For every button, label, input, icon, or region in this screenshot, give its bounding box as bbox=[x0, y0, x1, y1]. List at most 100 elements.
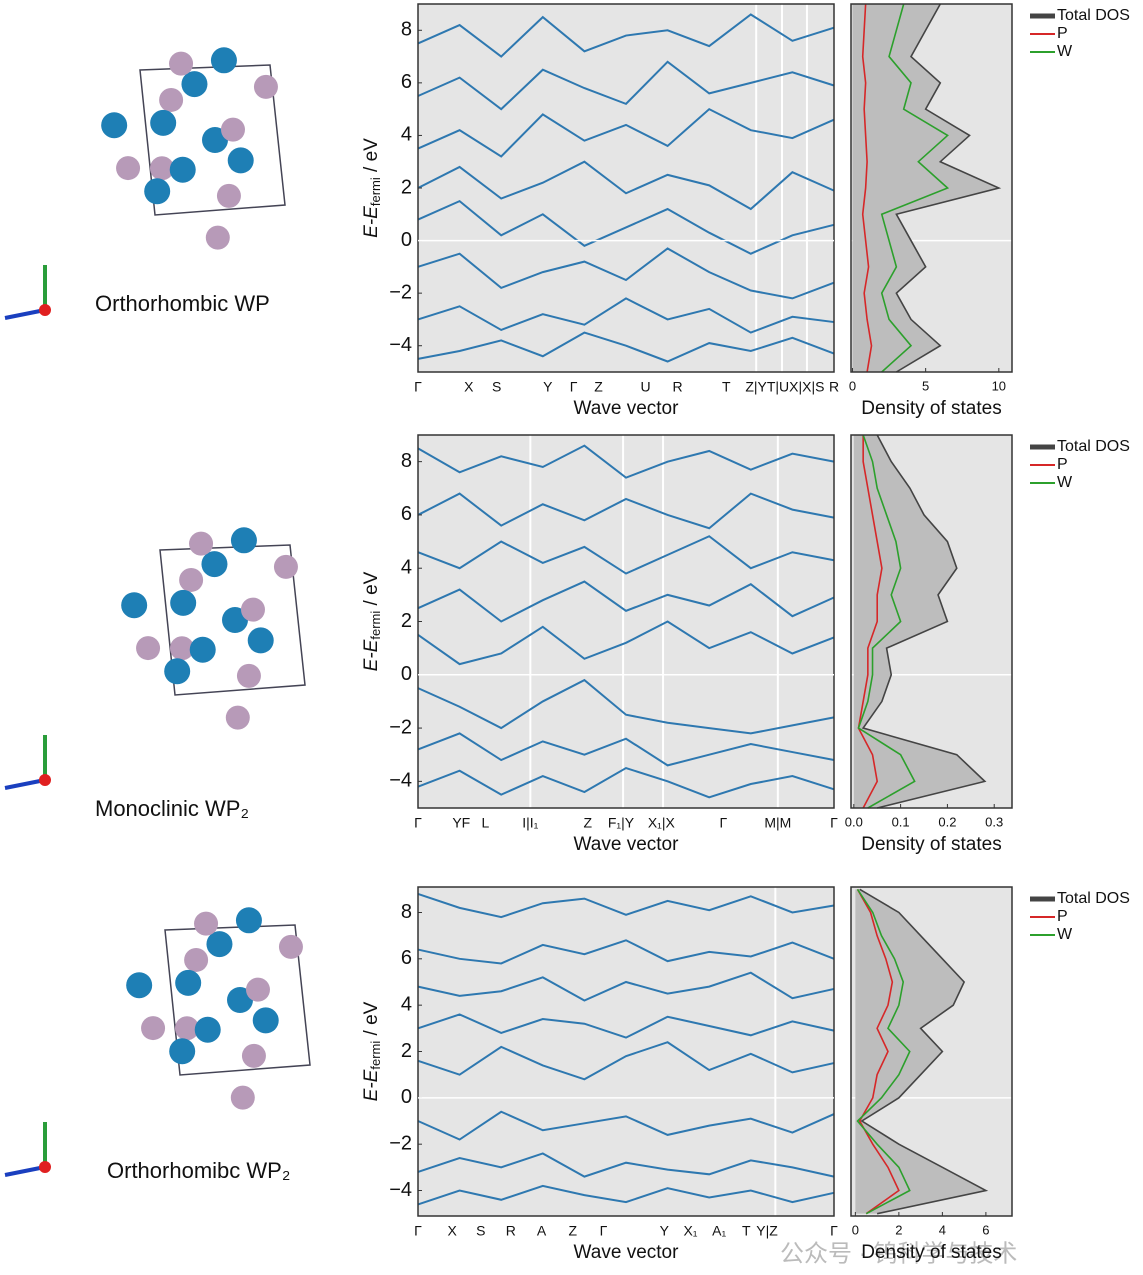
atom bbox=[253, 74, 278, 99]
band bbox=[417, 107, 835, 158]
atom bbox=[222, 607, 248, 633]
k-point-label: R bbox=[673, 379, 683, 395]
atom bbox=[136, 636, 161, 661]
k-point-label: Y bbox=[660, 1223, 670, 1239]
plot-area bbox=[418, 435, 834, 808]
k-point-label: YF bbox=[452, 815, 470, 831]
k-point-label: Y bbox=[543, 379, 553, 395]
atom bbox=[149, 156, 174, 181]
y-tick-label: −2 bbox=[389, 1132, 412, 1154]
k-point-label: R bbox=[829, 379, 839, 395]
y-tick-label: 8 bbox=[401, 901, 412, 923]
band bbox=[417, 732, 835, 767]
band bbox=[417, 939, 835, 965]
atom bbox=[241, 1043, 266, 1068]
y-axis-label-unit: / eV bbox=[361, 138, 382, 177]
legend-label: P bbox=[1057, 908, 1068, 925]
k-point-label: F₁|Y bbox=[608, 815, 635, 831]
y-tick-label: 0 bbox=[401, 1086, 412, 1108]
dos-tick-label: 0.2 bbox=[938, 814, 956, 829]
atom bbox=[252, 1007, 279, 1034]
atom bbox=[144, 178, 171, 205]
k-point-label: Z|YT|UX|X|S bbox=[745, 379, 824, 395]
k-point-label: A bbox=[537, 1223, 547, 1239]
dos-frame bbox=[850, 886, 1013, 1217]
y-tick-label: −4 bbox=[389, 334, 412, 356]
atom bbox=[175, 969, 202, 996]
k-point-label: X bbox=[447, 1223, 457, 1239]
k-point-label: X₁|X bbox=[648, 815, 676, 831]
dos-axis-label: Density of states bbox=[861, 398, 1001, 419]
dos-tick-label: 2 bbox=[895, 1222, 902, 1237]
k-point-label: M|M bbox=[764, 815, 791, 831]
y-tick-label: 2 bbox=[401, 1040, 412, 1062]
band bbox=[417, 620, 835, 666]
band bbox=[417, 893, 835, 919]
k-point-label: Z bbox=[583, 815, 592, 831]
y-tick-label: 2 bbox=[401, 610, 412, 632]
k-point-label: Y|Z bbox=[756, 1223, 778, 1239]
k-point-label: Γ bbox=[600, 1223, 608, 1239]
k-point-label: Γ bbox=[830, 1223, 838, 1239]
axis-arrow bbox=[39, 304, 51, 316]
y-axis-label-main: E-E bbox=[361, 1069, 382, 1101]
k-point-label: L bbox=[481, 815, 489, 831]
axis-arrow bbox=[39, 1161, 51, 1173]
legend-label: P bbox=[1057, 25, 1068, 42]
atom bbox=[240, 597, 265, 622]
k-point-label: R bbox=[506, 1223, 516, 1239]
atom bbox=[116, 156, 141, 181]
dos-line bbox=[856, 888, 911, 1215]
dos-axis-label: Density of states bbox=[861, 834, 1001, 855]
y-axis-label-sub: fermi bbox=[368, 177, 383, 206]
k-point-label: Γ bbox=[570, 379, 578, 395]
x-axis-label: Wave vector bbox=[574, 1242, 680, 1263]
atom bbox=[230, 527, 257, 554]
band bbox=[417, 1184, 835, 1206]
axis-arrow bbox=[4, 1165, 46, 1177]
y-tick-label: −2 bbox=[389, 716, 412, 738]
dos-line bbox=[857, 435, 883, 809]
atom bbox=[227, 987, 253, 1013]
atom bbox=[169, 156, 196, 183]
y-tick-label: 8 bbox=[401, 19, 412, 41]
dos-axis-label: Density of states bbox=[861, 1242, 1001, 1263]
band bbox=[417, 766, 835, 799]
k-point-label: X₁ bbox=[683, 1223, 697, 1239]
x-axis-label: Wave vector bbox=[574, 834, 680, 855]
y-tick-label: 0 bbox=[401, 663, 412, 685]
atom bbox=[189, 636, 216, 663]
atom bbox=[189, 531, 214, 556]
atom bbox=[236, 663, 261, 688]
k-point-label: Γ bbox=[830, 815, 838, 831]
dos-tick-label: 0.3 bbox=[985, 814, 1003, 829]
atom bbox=[121, 592, 148, 619]
band bbox=[417, 199, 835, 255]
k-point-label: Γ bbox=[414, 815, 422, 831]
band bbox=[417, 13, 835, 58]
dos-tick-label: 10 bbox=[992, 378, 1006, 393]
atom bbox=[101, 112, 128, 139]
band bbox=[417, 1013, 835, 1039]
dos-line bbox=[861, 434, 987, 809]
band bbox=[417, 444, 835, 479]
y-tick-label: 4 bbox=[401, 556, 412, 578]
structure-label: Orthorhombic WP bbox=[95, 291, 270, 316]
axis-arrow bbox=[4, 778, 46, 790]
structure-label: Monoclinic WP₂ bbox=[95, 796, 249, 821]
plot-area bbox=[418, 4, 834, 372]
atom bbox=[169, 1038, 196, 1065]
dos-line bbox=[861, 3, 873, 373]
k-point-label: S bbox=[476, 1223, 485, 1239]
k-point-label: X bbox=[464, 379, 474, 395]
atom bbox=[141, 1016, 166, 1041]
y-tick-label: 6 bbox=[401, 503, 412, 525]
y-tick-label: 6 bbox=[401, 947, 412, 969]
k-point-label: Γ bbox=[719, 815, 727, 831]
atom bbox=[194, 1016, 221, 1043]
y-axis-label-main: E-E bbox=[361, 206, 382, 238]
dos-frame bbox=[850, 3, 1013, 373]
dos-tick-label: 0 bbox=[849, 378, 856, 393]
dos-line bbox=[859, 888, 989, 1215]
k-point-label: U bbox=[640, 379, 650, 395]
